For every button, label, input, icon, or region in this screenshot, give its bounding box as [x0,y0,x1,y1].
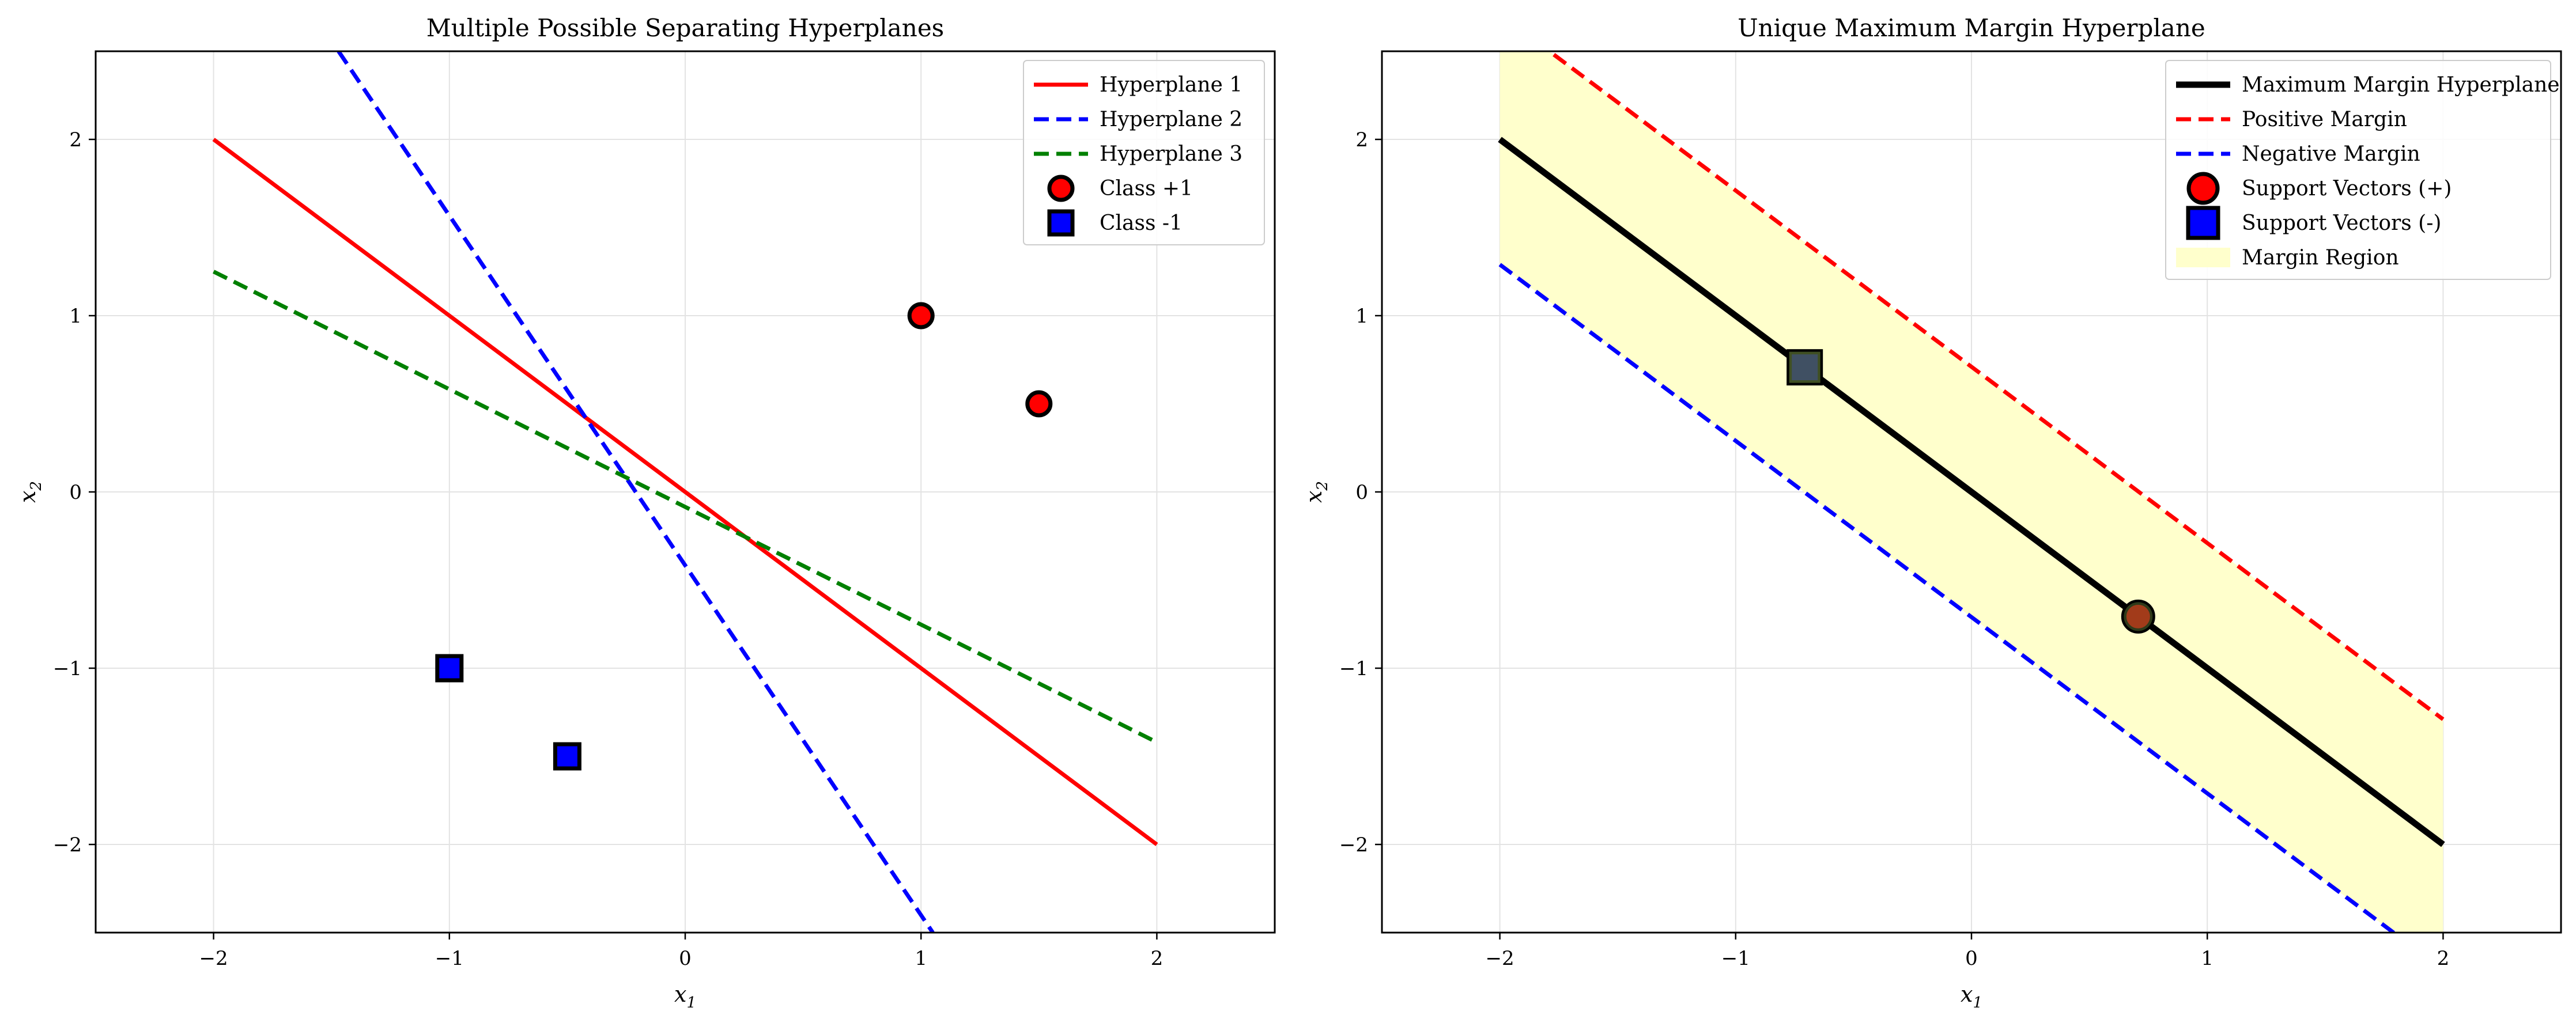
y-axis-label-subscript: 2 [28,481,45,491]
legend: Maximum Margin Hyperplane Positive Margin… [2165,60,2560,280]
legend-label: Negative Margin [2242,142,2420,166]
legend-item-hyperplane-3: Hyperplane 3 [1034,142,1242,166]
legend-label: Margin Region [2242,246,2399,270]
x-tick-label: −1 [1721,947,1750,970]
chart-title: Unique Maximum Margin Hyperplane [1738,14,2205,42]
x-tick-label: 0 [1965,947,1978,970]
left-plot-panel: −2 −1 0 1 2 −2 −1 0 1 2 Multiple Possible Separati… [15,14,1276,1012]
legend-item-positive-margin: Positive Margin [2176,108,2407,131]
support-vector-overlay [2124,602,2153,631]
x-axis-label-subscript: 1 [1973,994,1982,1012]
legend-swatch-square [1047,209,1075,237]
legend-label: Class +1 [1100,177,1193,200]
y-tick-label: 2 [1355,128,1368,151]
legend-item-maximum-margin-hyperplane: Maximum Margin Hyperplane [2176,73,2560,97]
x-tick-label: 2 [1151,947,1164,970]
y-tick-label: −2 [53,834,82,857]
legend-label: Hyperplane 2 [1100,108,1242,131]
class-1-point [435,654,464,683]
y-tick-label: −2 [1339,834,1368,857]
y-tick-label: 1 [1355,305,1368,328]
legend-swatch-circle [1047,175,1075,202]
legend-item-support-vectors: Support Vectors (+) [2186,172,2452,205]
legend-label: Hyperplane 1 [1100,73,1242,97]
legend-label: Maximum Margin Hyperplane [2242,73,2560,97]
right-plot-panel: −2 −1 0 1 2 −2 −1 0 1 2 Unique Maximum Margin Hype… [1301,14,2562,1012]
legend-swatch-fill [2176,248,2230,267]
x-tick-label: −1 [435,947,464,970]
x-tick-label: −2 [199,947,228,970]
legend-item-support-vectors: Support Vectors (-) [2186,206,2441,240]
legend-label: Hyperplane 3 [1100,142,1242,166]
legend-swatch-circle [2186,172,2220,205]
legend-item-negative-margin: Negative Margin [2176,142,2420,166]
class-1-point [907,302,935,329]
chart-title: Multiple Possible Separating Hyperplanes [426,14,945,42]
hyperplane-2-line [337,51,935,933]
x-tick-label: 0 [679,947,692,970]
legend-label: Positive Margin [2242,108,2407,131]
plot-area [212,51,1158,933]
legend-box [1023,60,1265,245]
plot-area [1498,51,2445,933]
maximum-margin-hyperplane-line [1498,137,2445,847]
class-1-point [553,742,581,771]
x-axis-label: x1 [1961,982,1982,1012]
legend-item-class-1: Class +1 [1047,175,1193,202]
x-axis-label-subscript: 1 [686,994,696,1012]
support-vector-overlay [1789,351,1820,383]
legend-label: Support Vectors (+) [2242,177,2452,200]
y-axis-label-subscript: 2 [1314,481,1331,491]
x-tick-label: 1 [915,947,927,970]
x-tick-label: −2 [1486,947,1514,970]
positive-margin-line [1546,51,2445,721]
y-tick-label: 1 [69,305,82,328]
y-tick-label: 2 [69,128,82,151]
negative-margin-line [1498,263,2397,933]
x-tick-label: 2 [2437,947,2450,970]
y-tick-label: −1 [1339,657,1368,680]
hyperplane-3-line [213,270,1158,744]
legend-item-hyperplane-1: Hyperplane 1 [1034,73,1242,97]
legend-item-hyperplane-2: Hyperplane 2 [1034,108,1242,131]
legend-label: Class -1 [1100,211,1183,235]
y-tick-label: 0 [69,481,82,504]
y-tick-label: −1 [53,657,82,680]
hyperplane-1-line [212,138,1158,846]
legend-item-margin-region: Margin Region [2176,246,2399,270]
legend-item-class-1: Class -1 [1047,209,1183,237]
legend-box [2165,60,2551,280]
x-tick-label: 1 [2201,947,2214,970]
legend-label: Support Vectors (-) [2242,211,2441,235]
class-1-point [1025,390,1053,418]
legend-swatch-square [2186,206,2220,240]
y-tick-label: 0 [1355,481,1368,504]
legend: Hyperplane 1 Hyperplane 2 Hyperplane 3 Clas… [1023,60,1265,245]
